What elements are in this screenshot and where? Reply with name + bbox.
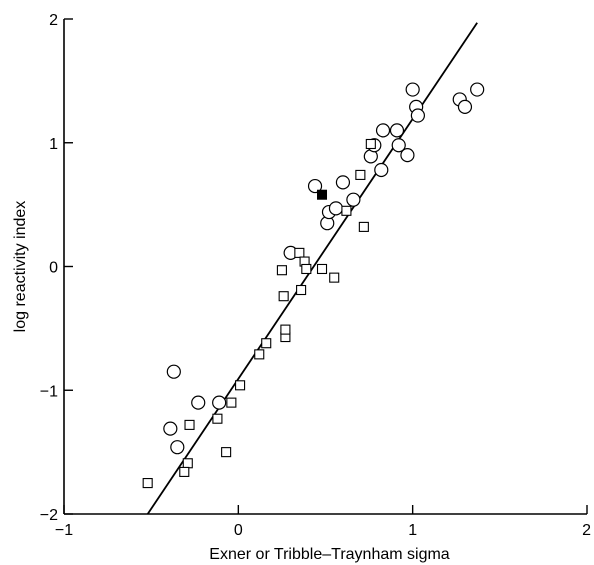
circle-point	[307, 178, 323, 194]
square-point	[365, 138, 376, 150]
x-tick-label: 2	[582, 522, 591, 539]
circle-point	[470, 82, 485, 97]
square-point	[261, 338, 272, 349]
y-tick-label: −1	[40, 383, 58, 400]
circle-point	[346, 192, 361, 207]
square-point	[212, 413, 223, 424]
square-point	[355, 169, 366, 180]
circle-point	[391, 138, 406, 153]
circle-point	[166, 364, 181, 379]
x-tick-label: 1	[408, 522, 417, 539]
circle-point	[212, 395, 227, 410]
circle-point	[400, 148, 415, 163]
y-tick-label: 0	[49, 260, 58, 277]
square-point	[358, 221, 369, 232]
circle-point	[191, 395, 206, 410]
circle-point	[410, 108, 425, 123]
square-point	[221, 447, 232, 458]
square-point	[316, 263, 328, 275]
square-point	[182, 458, 193, 469]
square-point	[254, 349, 265, 360]
square-point	[226, 397, 237, 408]
circle-point	[375, 123, 391, 138]
square-point	[276, 265, 287, 276]
data-points	[142, 82, 485, 489]
square-point	[179, 466, 190, 477]
y-tick-label: −2	[40, 507, 58, 524]
square-point	[184, 419, 195, 430]
square-point	[294, 247, 305, 258]
fit-line	[146, 22, 478, 515]
circle-point	[163, 421, 178, 436]
square-point	[301, 263, 312, 275]
square-point	[341, 205, 352, 216]
circle-point	[170, 440, 185, 455]
y-tick-label: 2	[49, 12, 58, 29]
square-point	[296, 284, 307, 296]
fit-line-layer	[146, 22, 478, 515]
circle-point	[389, 123, 405, 138]
filled-square-point	[317, 189, 328, 200]
square-point	[329, 272, 340, 283]
y-tick-label: 1	[49, 136, 58, 153]
x-axis-title: Exner or Tribble–Traynham sigma	[209, 546, 449, 563]
circle-point	[335, 175, 351, 190]
circle-point	[405, 82, 420, 97]
x-tick-label: −1	[55, 522, 73, 539]
square-point	[142, 478, 153, 489]
square-point	[278, 291, 289, 302]
circle-point	[374, 162, 389, 178]
square-point	[235, 380, 246, 391]
y-axis-title: log reactivity index	[12, 201, 29, 333]
circle-point	[328, 201, 344, 216]
x-tick-label: 0	[234, 522, 243, 539]
square-point	[280, 324, 291, 335]
circle-point	[457, 99, 473, 114]
